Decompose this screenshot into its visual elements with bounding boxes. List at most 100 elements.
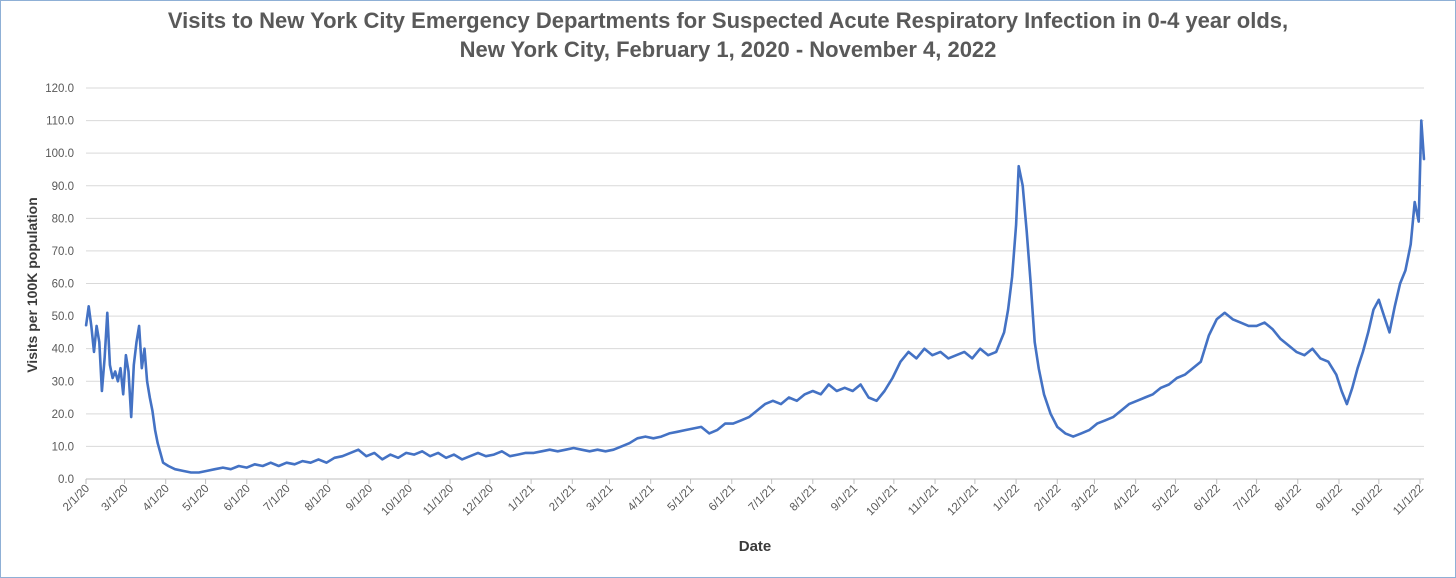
x-tick-label: 12/1/21 — [945, 483, 981, 519]
x-tick-label: 5/1/21 — [666, 483, 697, 514]
data-point — [676, 430, 679, 433]
data-point — [907, 351, 910, 353]
data-point — [859, 383, 862, 386]
data-point — [269, 461, 272, 464]
data-point — [238, 465, 240, 467]
x-tick-label: 12/1/20 — [460, 483, 496, 519]
data-point — [1404, 269, 1407, 272]
data-point — [429, 455, 431, 457]
data-point — [588, 450, 591, 453]
data-point — [127, 370, 130, 373]
data-point — [93, 351, 95, 353]
data-point — [143, 347, 146, 350]
x-tick-label: 2/1/20 — [61, 483, 92, 514]
data-point — [101, 390, 103, 392]
x-tick-label: 1/1/22 — [991, 483, 1022, 514]
data-point — [835, 390, 838, 392]
data-point — [1335, 373, 1338, 376]
x-tick-label: 5/1/22 — [1151, 483, 1182, 514]
data-point — [1393, 305, 1396, 308]
data-point — [493, 453, 495, 456]
chart-subtitle: New York City, February 1, 2020 - Novemb… — [459, 37, 997, 62]
data-point — [90, 325, 93, 327]
data-point — [756, 409, 758, 412]
data-point — [764, 403, 766, 405]
data-point — [668, 432, 671, 435]
data-point — [1215, 318, 1218, 321]
data-point — [995, 351, 997, 353]
data-point — [899, 360, 902, 363]
data-point — [548, 448, 551, 451]
data-point — [167, 465, 170, 467]
data-point — [485, 455, 487, 457]
data-point — [1072, 435, 1075, 438]
data-point — [1303, 354, 1306, 356]
data-point — [780, 403, 782, 405]
data-point — [811, 390, 814, 392]
data-point — [230, 468, 232, 471]
data-point — [277, 465, 280, 467]
data-point — [796, 400, 798, 402]
data-point — [819, 393, 822, 396]
data-point — [827, 383, 830, 386]
data-point — [1192, 367, 1194, 370]
gridlines — [86, 87, 1424, 480]
data-point — [1029, 282, 1032, 285]
y-tick-label: 0.0 — [58, 474, 74, 486]
data-point — [1021, 184, 1024, 187]
data-point — [788, 396, 790, 399]
data-point — [114, 370, 117, 373]
data-point — [1367, 331, 1369, 334]
data-point — [740, 419, 742, 422]
data-point — [405, 452, 408, 454]
data-point — [580, 448, 583, 451]
data-point — [636, 437, 639, 440]
data-point — [1017, 165, 1020, 167]
data-point — [317, 458, 320, 461]
data-point — [524, 452, 527, 454]
x-tick-label: 9/1/21 — [829, 483, 860, 514]
data-point — [843, 386, 846, 389]
data-point — [253, 463, 256, 466]
data-point — [1399, 282, 1401, 285]
data-point — [453, 453, 455, 456]
x-tick-label: 7/1/20 — [262, 483, 293, 514]
data-point — [1168, 383, 1170, 386]
y-tick-label: 80.0 — [52, 213, 74, 225]
x-tick-label: 8/1/20 — [303, 483, 334, 514]
x-tick-labels: 2/1/20 3/1/20 4/1/20 5/1/20 6/1/20 7/1/20 8/1/… — [61, 479, 1426, 518]
data-point — [596, 448, 599, 451]
data-point — [1356, 367, 1359, 370]
data-point — [148, 396, 151, 399]
data-point — [509, 455, 511, 457]
data-point — [301, 460, 304, 462]
x-tick-label: 9/1/22 — [1314, 483, 1345, 514]
data-point — [141, 367, 143, 370]
data-point — [245, 466, 248, 469]
data-point — [1199, 360, 1202, 363]
data-point — [987, 354, 989, 356]
data-point — [564, 448, 567, 451]
data-point — [182, 470, 184, 472]
x-tick-label: 2/1/21 — [547, 483, 578, 514]
data-point — [1056, 426, 1059, 428]
data-point — [98, 341, 101, 343]
data-point — [117, 380, 119, 383]
x-tick-label: 2/1/22 — [1032, 483, 1063, 514]
data-point — [445, 457, 447, 459]
data-point — [106, 312, 109, 314]
data-point — [1383, 315, 1385, 317]
y-tick-labels: 0.0 10.0 20.0 30.0 40.0 50.0 60.0 70.0 80.0 90.0 1… — [45, 83, 74, 486]
y-tick-label: 20.0 — [52, 409, 74, 421]
data-point — [1176, 377, 1178, 379]
x-tick-label: 1/1/21 — [506, 483, 537, 514]
data-point — [891, 377, 894, 379]
data-point — [469, 455, 471, 457]
data-point — [732, 422, 734, 425]
data-point — [716, 429, 718, 431]
data-point — [572, 447, 575, 449]
data-point — [1263, 321, 1266, 324]
data-point — [349, 452, 352, 454]
data-point — [684, 429, 687, 431]
x-tick-label: 10/1/21 — [864, 483, 900, 519]
